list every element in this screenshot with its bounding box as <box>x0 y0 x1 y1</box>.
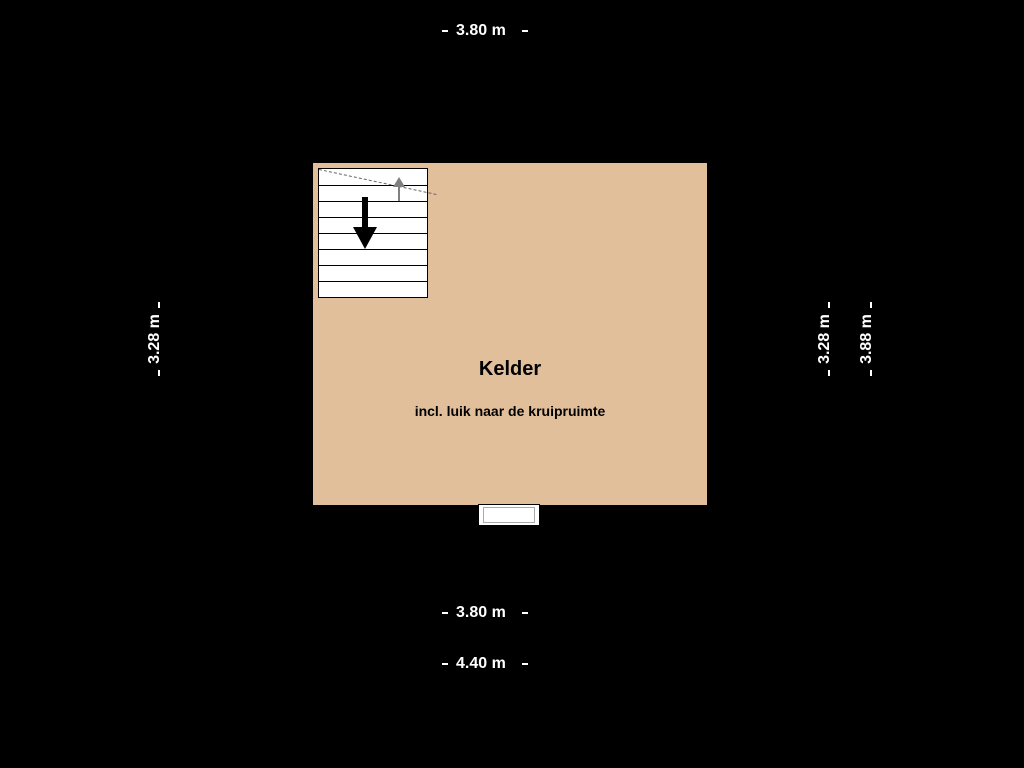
dim-tick <box>158 302 160 308</box>
stair-down-arrow <box>353 197 377 249</box>
dim-tick <box>442 30 448 32</box>
dim-tick <box>442 612 448 614</box>
dim-tick <box>158 370 160 376</box>
dim-bottom-inner: 3.80 m <box>456 604 506 622</box>
dim-tick <box>522 663 528 665</box>
dim-tick <box>828 302 830 308</box>
dim-tick <box>522 612 528 614</box>
dim-tick <box>522 30 528 32</box>
dim-right-outer: 3.88 m <box>858 314 876 364</box>
room-sublabel: incl. luik naar de kruipruimte <box>313 403 707 419</box>
dim-bottom-outer: 4.40 m <box>456 655 506 673</box>
room-kelder: Kelder incl. luik naar de kruipruimte <box>310 160 710 508</box>
dim-tick <box>442 663 448 665</box>
room-title: Kelder <box>313 358 707 381</box>
stairs <box>318 168 428 298</box>
dim-tick <box>870 370 872 376</box>
stair-up-arrow <box>391 177 407 201</box>
dim-right-inner: 3.28 m <box>816 314 834 364</box>
dim-top: 3.80 m <box>456 22 506 40</box>
bottom-opening <box>478 504 540 526</box>
dim-left: 3.28 m <box>146 314 164 364</box>
dim-tick <box>828 370 830 376</box>
dim-tick <box>870 302 872 308</box>
